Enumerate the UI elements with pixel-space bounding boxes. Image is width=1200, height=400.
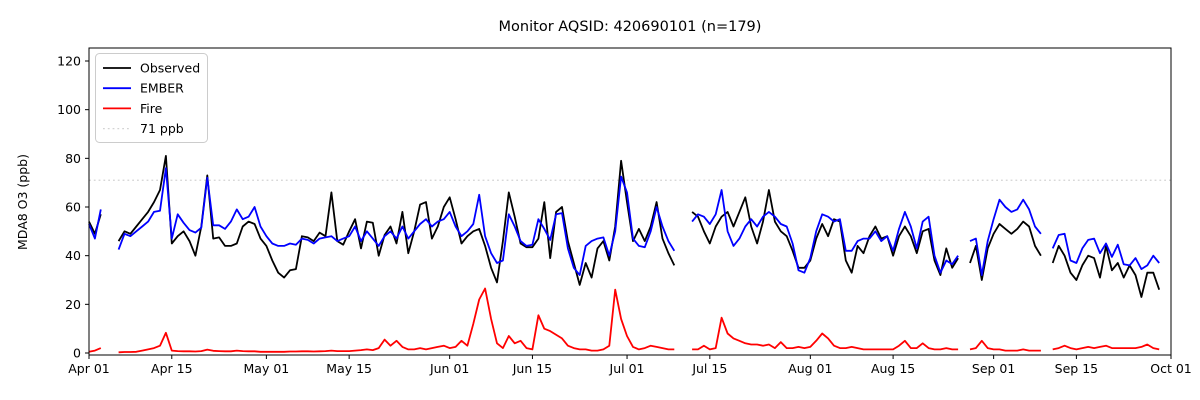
y-tick-label: 80 [65,151,81,166]
x-tick-label: May 15 [326,361,372,376]
x-tick-label: Sep 01 [972,361,1015,376]
x-tick-label: Apr 01 [68,361,110,376]
x-tick-label: May 01 [244,361,290,376]
fire-line [88,287,1160,354]
x-tick-label: Jul 01 [609,361,645,376]
legend-label-ember: EMBER [140,81,184,96]
x-tick-label: Oct 01 [1150,361,1192,376]
x-tick-label: Jun 15 [512,361,552,376]
legend-label-71-ppb: 71 ppb [140,121,184,136]
y-tick-label: 120 [57,54,81,69]
y-tick-label: 60 [65,200,81,215]
y-axis-label: MDA8 O3 (ppb) [15,154,30,250]
legend-box [95,53,208,143]
plot-area: Apr 01 Apr 15 May 01 May 15 Jun 01 Jun 15 Jul … [57,47,1192,376]
chart-title: Monitor AQSID: 420690101 (n=179) [499,19,762,35]
x-tick-label: Aug 15 [871,361,915,376]
legend-label-observed: Observed [140,61,200,76]
observed-line [88,155,1161,298]
x-tick-label: Jul 15 [691,361,727,376]
y-tick-label: 0 [73,346,81,361]
axes-spines [88,47,1172,356]
y-tick-label: 40 [65,248,81,263]
y-tick-label: 20 [65,297,81,312]
y-tick-label: 100 [57,102,81,117]
x-tick-label: Jun 01 [429,361,469,376]
ember-line [88,167,1160,276]
x-tick-label: Apr 15 [151,361,193,376]
x-tick-label: Sep 15 [1055,361,1098,376]
x-tick-label: Aug 01 [788,361,832,376]
legend-label-fire: Fire [140,101,163,116]
